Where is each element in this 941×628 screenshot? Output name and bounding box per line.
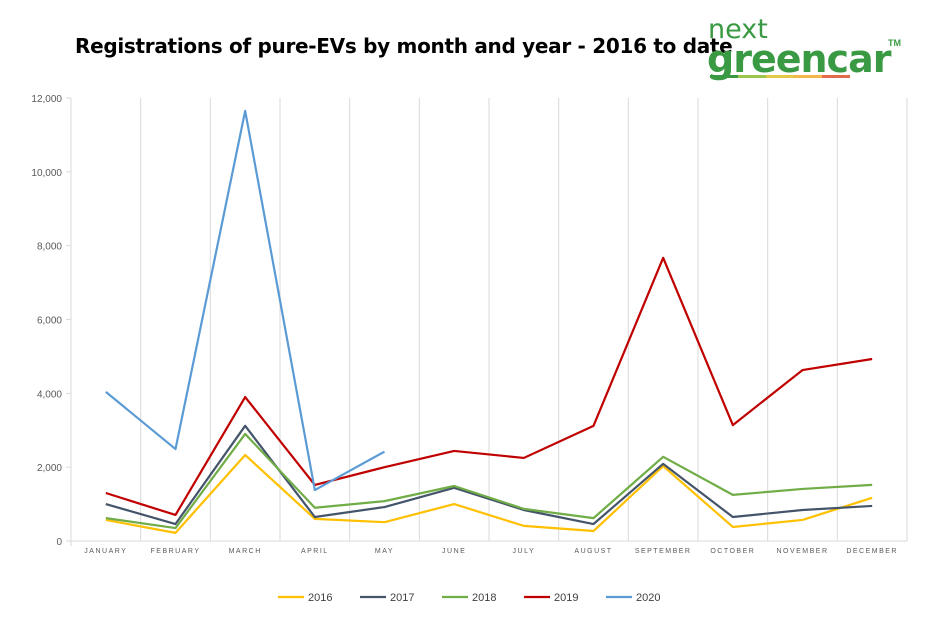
svg-text:next: next xyxy=(708,14,768,45)
legend-label-2018: 2018 xyxy=(472,592,496,604)
y-tick-label: 6,000 xyxy=(37,316,62,327)
svg-text:TM: TM xyxy=(888,38,901,48)
y-tick-label: 12,000 xyxy=(31,94,62,105)
x-tick-label: MAY xyxy=(375,548,394,555)
chart-title: Registrations of pure-EVs by month and y… xyxy=(75,34,733,58)
y-tick-label: 2,000 xyxy=(37,463,62,474)
series-line-2019 xyxy=(105,256,873,517)
x-tick-label: JUNE xyxy=(442,548,466,555)
legend-label-2020: 2020 xyxy=(636,592,660,604)
y-tick-label: 8,000 xyxy=(37,242,62,253)
svg-text:greencar: greencar xyxy=(708,37,892,81)
x-tick-label: JULY xyxy=(513,548,536,555)
x-tick-label: DECEMBER xyxy=(846,548,898,555)
y-tick-label: 10,000 xyxy=(31,168,62,179)
series-line-2018 xyxy=(105,432,873,530)
series-line-2017 xyxy=(105,424,873,526)
x-tick-label: APRIL xyxy=(301,548,329,555)
x-tick-label: JANUARY xyxy=(84,548,127,555)
legend-label-2017: 2017 xyxy=(390,592,414,604)
y-tick-label: 0 xyxy=(56,537,62,548)
x-tick-label: SEPTEMBER xyxy=(635,548,692,555)
x-tick-label: OCTOBER xyxy=(710,548,755,555)
nextgreencar-logo: next greencar TM xyxy=(707,12,908,87)
x-tick-label: FEBRUARY xyxy=(151,548,201,555)
legend-label-2016: 2016 xyxy=(308,592,332,604)
x-tick-label: NOVEMBER xyxy=(776,548,828,555)
x-tick-label: AUGUST xyxy=(574,548,612,555)
series-line-2016 xyxy=(105,453,873,534)
x-tick-label: MARCH xyxy=(229,548,262,555)
series-line-2020 xyxy=(105,109,386,492)
legend-label-2019: 2019 xyxy=(554,592,578,604)
y-tick-label: 4,000 xyxy=(37,389,62,400)
